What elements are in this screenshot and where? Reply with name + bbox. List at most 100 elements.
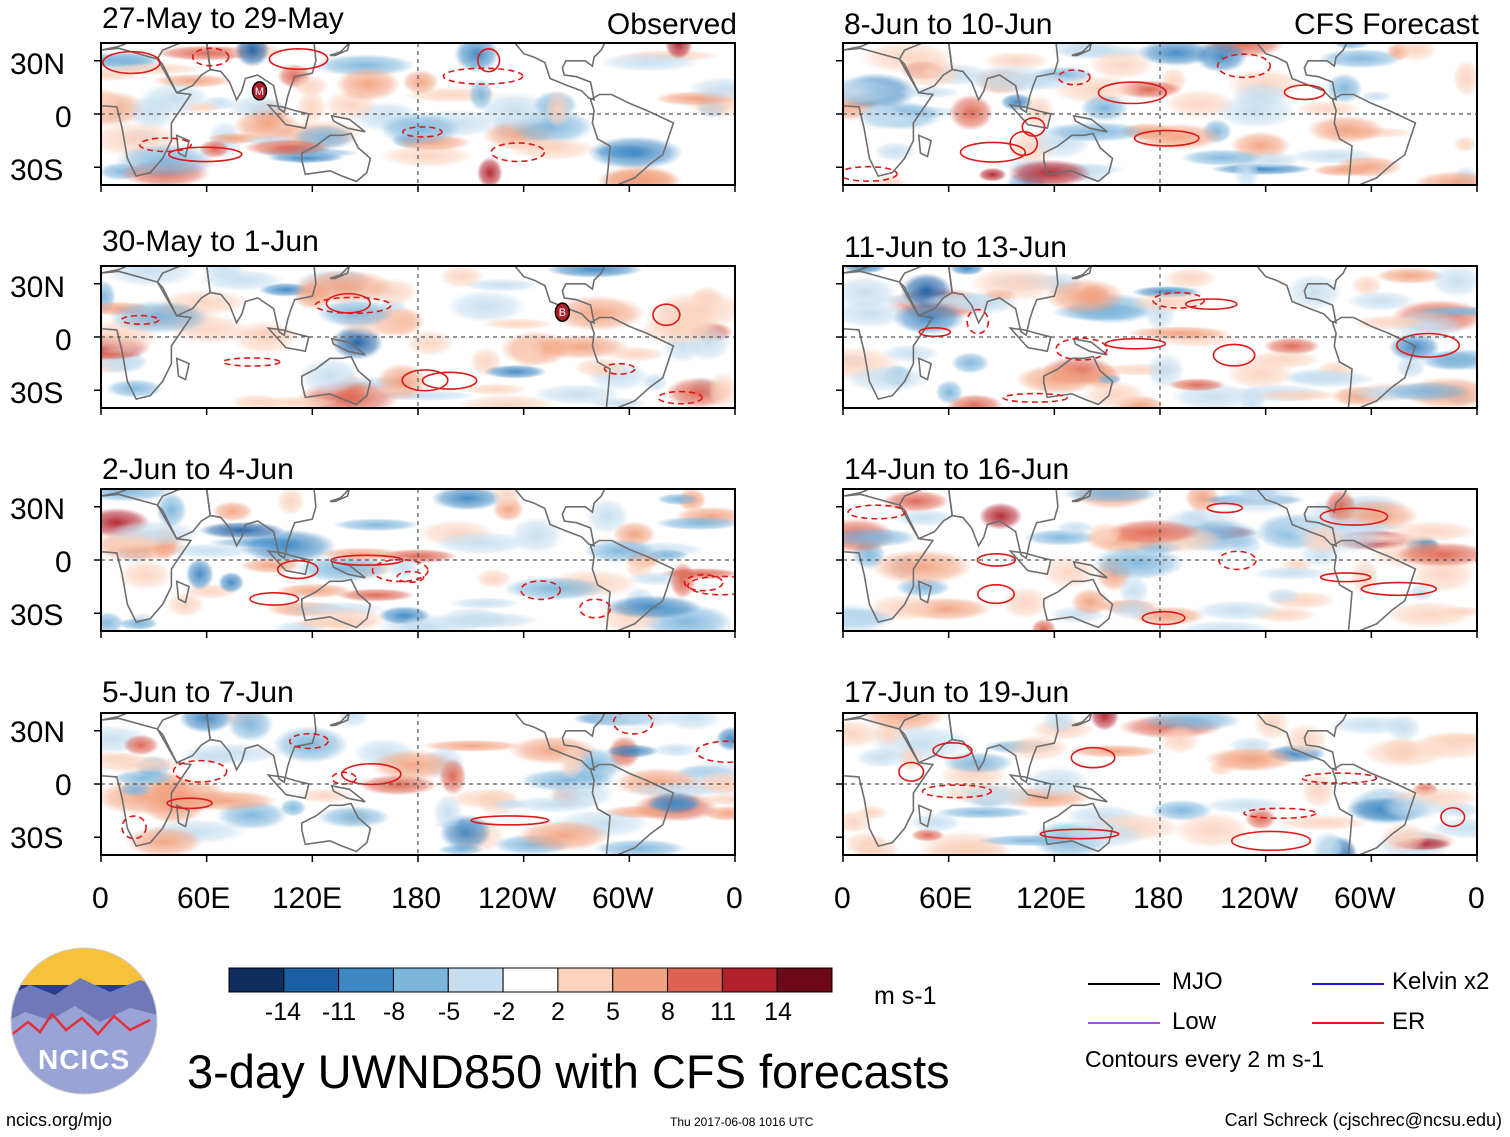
coastline	[513, 266, 606, 325]
panel-2: B	[94, 265, 736, 415]
anomaly-shade	[1162, 267, 1217, 289]
colorbar-swatch	[447, 967, 504, 993]
coastline	[1255, 489, 1348, 548]
er-contour	[120, 314, 160, 326]
anomaly-shade	[184, 750, 241, 765]
anomaly-shade	[1060, 489, 1161, 503]
anomaly-shade	[386, 556, 420, 579]
er-contour	[121, 815, 147, 840]
er-contour	[1301, 772, 1378, 784]
anomaly-shade	[1380, 795, 1446, 821]
coastline	[101, 266, 128, 274]
x-tick-left-60e: 60E	[177, 882, 231, 915]
anomaly-shade	[899, 86, 961, 99]
anomaly-shade	[512, 333, 546, 369]
anomaly-shade	[1146, 352, 1185, 389]
anomaly-shade	[604, 346, 667, 362]
logo-sun-band	[11, 948, 157, 985]
anomaly-shade	[1164, 89, 1235, 119]
er-contour	[921, 784, 993, 799]
coastline	[156, 489, 212, 540]
coastline	[205, 489, 317, 560]
er-contour	[918, 327, 952, 338]
anomaly-shade	[545, 266, 644, 278]
coastline	[1072, 337, 1108, 356]
anomaly-shade	[843, 275, 897, 310]
panel-label-5: 8-Jun to 10-Jun	[844, 8, 1053, 41]
colorbar-swatch	[283, 967, 340, 993]
anomaly-shade	[437, 607, 509, 630]
column-header-observed: Observed	[606, 8, 737, 41]
anomaly-shade	[1360, 91, 1393, 102]
anomaly-shade	[234, 43, 270, 67]
anomaly-shade	[292, 75, 329, 97]
anomaly-shade	[596, 164, 683, 185]
footer-url-link[interactable]: ncics.org/mjo	[6, 1110, 113, 1130]
anomaly-shade	[243, 139, 331, 156]
er-contour	[520, 580, 562, 601]
anomaly-shade	[316, 298, 395, 328]
coastline	[1255, 43, 1348, 102]
anomaly-shade	[1439, 606, 1477, 617]
anomaly-shade	[1058, 820, 1148, 849]
anomaly-shade	[652, 742, 701, 757]
anomaly-shade	[583, 539, 657, 563]
coastline	[1008, 550, 1052, 576]
anomaly-shade	[892, 301, 965, 335]
coastline	[843, 47, 935, 178]
anomaly-shade	[1001, 586, 1050, 619]
anomaly-shade	[449, 597, 522, 610]
coastline	[1071, 266, 1093, 280]
coastline	[1043, 578, 1114, 629]
anomaly-shade	[101, 611, 124, 631]
anomaly-shade	[1296, 100, 1362, 117]
anomaly-shade	[1299, 524, 1347, 555]
coastline	[843, 43, 870, 51]
anomaly-shade	[605, 744, 659, 758]
panel-4	[94, 712, 736, 862]
coastline	[1071, 43, 1093, 57]
er-contour	[396, 570, 425, 584]
er-contour	[1055, 337, 1108, 361]
coastline	[156, 266, 212, 317]
anomaly-shade	[166, 592, 205, 618]
anomaly-shade	[185, 557, 214, 591]
anomaly-shade	[873, 141, 917, 162]
anomaly-shade	[1080, 94, 1129, 122]
storm-marker-letter: B	[559, 307, 566, 319]
anomaly-shade	[968, 266, 1063, 302]
anomaly-shade	[909, 812, 962, 833]
coastline	[1331, 539, 1417, 631]
x-tick-left-60w: 60W	[592, 882, 654, 915]
anomaly-shade	[948, 94, 994, 131]
anomaly-shade	[873, 174, 907, 185]
legend-label-er: ER	[1392, 1008, 1426, 1035]
footer-timestamp: Thu 2017-06-08 1016 UTC	[670, 1115, 814, 1129]
anomaly-shade	[978, 167, 1007, 182]
y-tick-30n-p1: 30N	[10, 48, 66, 81]
anomaly-shade	[405, 329, 455, 357]
er-contour	[1002, 392, 1068, 403]
anomaly-shade	[1263, 337, 1321, 356]
anomaly-shade	[1430, 266, 1477, 298]
coastline	[300, 355, 372, 406]
er-contour	[1216, 53, 1272, 79]
panel-1: M	[94, 42, 736, 192]
er-contour	[687, 575, 735, 596]
y-tick-30s-p4: 30S	[10, 822, 64, 855]
colorbar	[228, 967, 833, 993]
coastline	[843, 270, 935, 401]
coastline	[589, 316, 675, 408]
coastline	[101, 717, 193, 848]
er-contour	[932, 742, 973, 759]
anomaly-shade	[454, 43, 500, 73]
storm-marker: B	[554, 302, 571, 322]
coastline	[843, 489, 870, 497]
coastline	[1072, 114, 1108, 133]
coastline	[1008, 104, 1052, 130]
anomaly-shade	[1041, 713, 1078, 734]
coastline	[329, 43, 351, 57]
er-contour	[977, 584, 1016, 605]
anomaly-shade	[517, 819, 611, 852]
coastline	[947, 713, 1059, 784]
